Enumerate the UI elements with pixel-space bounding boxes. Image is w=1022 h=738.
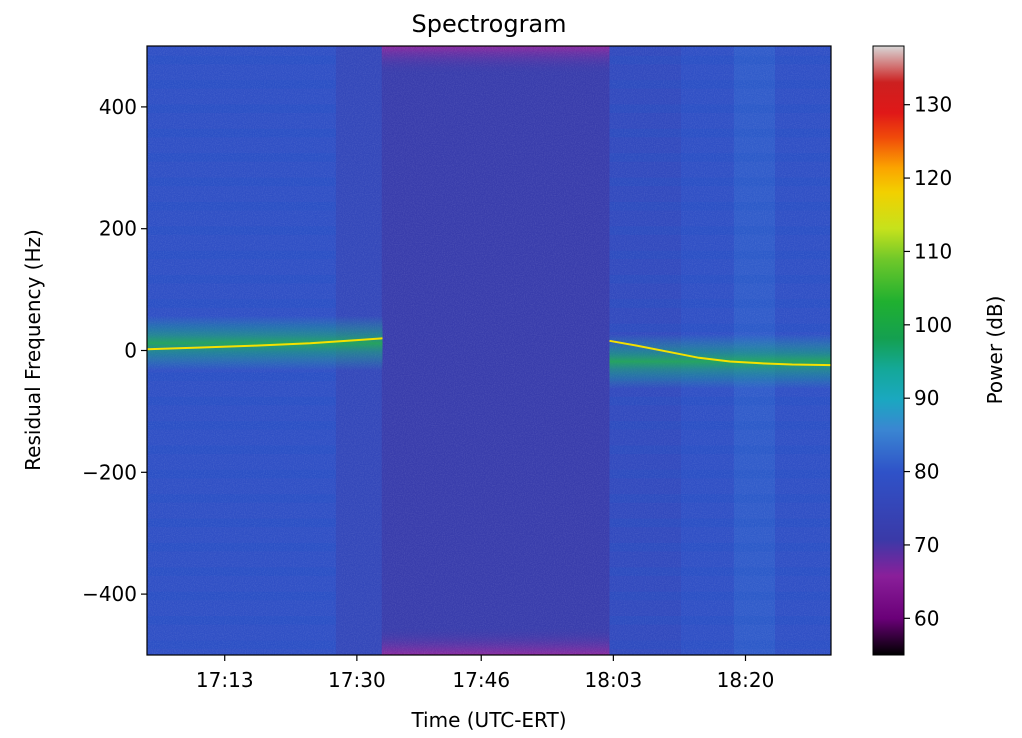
carrier-halo-0 xyxy=(147,315,383,371)
colorbar-tick-label: 70 xyxy=(914,533,939,557)
carrier-line-0 xyxy=(147,337,383,351)
colorbar-tick-label: 90 xyxy=(914,386,939,410)
carrier-halo-1 xyxy=(609,334,831,389)
colorbar-tick-label: 80 xyxy=(914,460,939,484)
colorbar xyxy=(872,45,905,656)
carrier-line-1 xyxy=(609,339,831,367)
x-tick-label: 18:03 xyxy=(585,668,643,692)
x-tick-label: 17:30 xyxy=(328,668,386,692)
colorbar-tick-label: 100 xyxy=(914,313,952,337)
x-tick-label: 17:13 xyxy=(196,668,254,692)
x-tick-label: 18:20 xyxy=(717,668,775,692)
colorbar-tick-label: 130 xyxy=(914,93,952,117)
colorbar-axis: 60 70 80 90 100 110 120 130 xyxy=(904,93,952,630)
y-tick-label: −200 xyxy=(82,460,137,484)
chart-title: Spectrogram xyxy=(411,10,566,38)
x-axis-label: Time (UTC-ERT) xyxy=(410,708,566,732)
y-tick-label: 200 xyxy=(99,217,137,241)
y-tick-label: −400 xyxy=(82,582,137,606)
plot-area xyxy=(147,46,831,655)
x-axis: 17:13 17:30 17:46 18:03 18:20 xyxy=(196,655,774,692)
x-tick-label: 17:46 xyxy=(452,668,510,692)
y-axis-label: Residual Frequency (Hz) xyxy=(21,229,45,471)
colorbar-label: Power (dB) xyxy=(983,296,1007,405)
y-axis: −400 −200 0 200 400 xyxy=(82,95,147,606)
colorbar-tick-label: 60 xyxy=(914,606,939,630)
colorbar-tick-label: 120 xyxy=(914,166,952,190)
colorbar-tick-label: 110 xyxy=(914,239,952,263)
y-tick-label: 400 xyxy=(99,95,137,119)
y-tick-label: 0 xyxy=(124,339,137,363)
